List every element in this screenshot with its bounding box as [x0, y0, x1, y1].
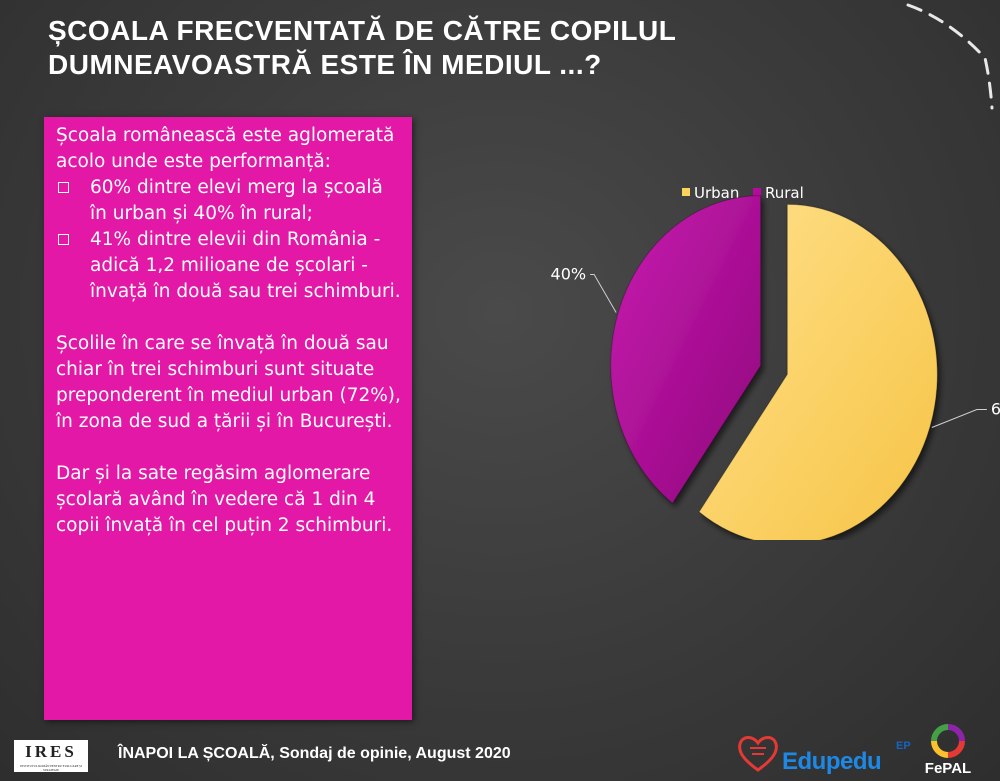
heart-icon [738, 736, 778, 772]
pie-chart: Urban Rural 60% 40% [551, 184, 1000, 540]
data-label-urban: 60% [991, 399, 1000, 418]
paragraph-villages: Dar și la sate regăsim aglomerare școlar… [56, 463, 393, 536]
legend-swatch-rural [753, 188, 761, 196]
checkbox-bullet-icon [58, 234, 69, 245]
pie-slice-rural [610, 195, 762, 504]
legend-label-rural: Rural [765, 184, 804, 202]
ires-logo-text: IRES [25, 742, 77, 761]
pie-slice-urban [698, 203, 938, 540]
title-line-1: ȘCOALA FRECVENTATĂ DE CĂTRE COPILUL [48, 15, 677, 46]
legend-label-urban: Urban [694, 184, 739, 202]
fepal-logo-text: FePAL [924, 760, 972, 777]
edupedu-badge: EP [896, 740, 911, 752]
ires-logo: IRES INSTITUTUL ROMÂN PENTRU EVALUARE ȘI… [14, 740, 88, 772]
edupedu-logo-text: Edupedu [782, 748, 882, 775]
title-line-2: DUMNEAVOASTRĂ ESTE ÎN MEDIUL ...? [48, 49, 602, 80]
leader-line [590, 274, 617, 313]
fepal-circle-icon [931, 724, 965, 758]
checkbox-bullet-icon [58, 182, 69, 193]
fepal-logo: FePAL [918, 722, 978, 780]
info-textbox: Școala românească este aglomerată acolo … [44, 117, 412, 720]
chart-legend: Urban Rural [682, 184, 804, 202]
leader-line [931, 408, 987, 428]
footer-source: ÎNAPOI LA ȘCOALĂ, Sondaj de opinie, Augu… [118, 745, 511, 762]
chalk-decoration [906, 3, 994, 110]
data-label-rural: 40% [551, 265, 587, 284]
legend-swatch-urban [682, 188, 690, 196]
slide-title: ȘCOALA FRECVENTATĂ DE CĂTRE COPILUL DUMN… [48, 14, 708, 82]
list-item: 41% dintre elevii din România - adică 1,… [56, 227, 402, 305]
intro-text: Școala românească este aglomerată acolo … [56, 125, 395, 172]
edupedu-logo: Edupedu EP [736, 730, 911, 775]
bullet-list: 60% dintre elevi merg la școală în urban… [56, 175, 402, 305]
bullet-text: 41% dintre elevii din România - adică 1,… [90, 229, 401, 302]
paragraph-shifts: Școlile în care se învață în două sau ch… [56, 333, 401, 432]
bullet-text: 60% dintre elevi merg la școală în urban… [90, 177, 383, 224]
ires-logo-subtitle: INSTITUTUL ROMÂN PENTRU EVALUARE ȘI STRA… [20, 764, 82, 772]
list-item: 60% dintre elevi merg la școală în urban… [56, 175, 402, 227]
